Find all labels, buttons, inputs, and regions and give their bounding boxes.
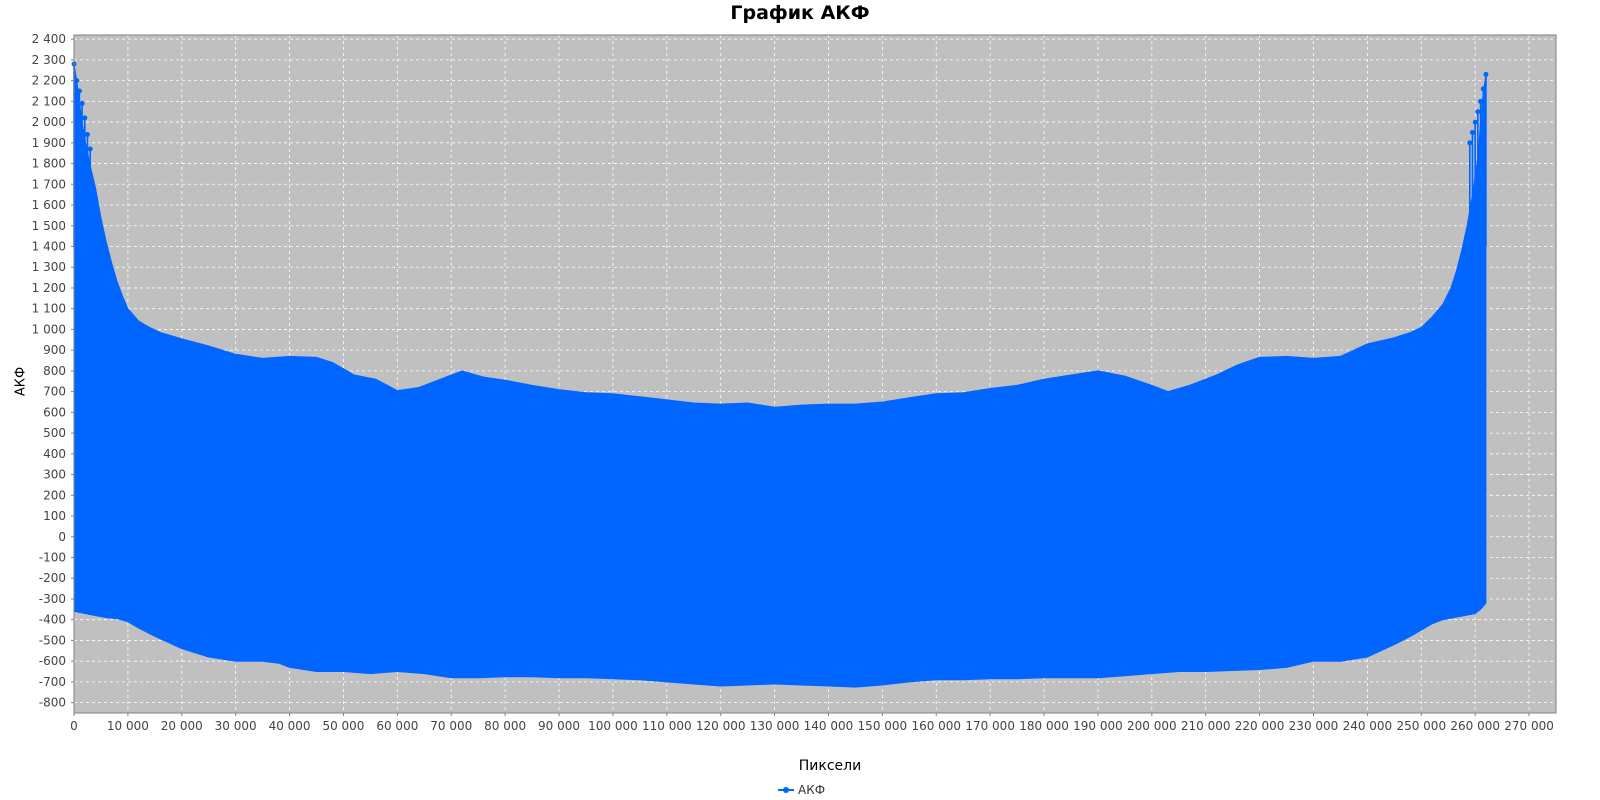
x-tick-label: 50 000	[322, 719, 364, 733]
chart-title: График АКФ	[730, 2, 870, 24]
legend-label: АКФ	[798, 783, 826, 797]
x-tick-label: 270 000	[1504, 719, 1554, 733]
x-tick-label: 20 000	[161, 719, 203, 733]
series-point	[74, 78, 80, 84]
x-tick-label: 110 000	[642, 719, 692, 733]
y-tick-label: -100	[39, 550, 66, 564]
y-axis-label: АКФ	[13, 366, 29, 397]
series-point	[1467, 140, 1473, 146]
y-tick-label: 1 900	[32, 136, 66, 150]
y-tick-label: -300	[39, 592, 66, 606]
y-tick-label: 1 400	[32, 239, 66, 253]
y-tick-label: -600	[39, 654, 66, 668]
x-tick-label: 0	[70, 719, 78, 733]
series-point	[79, 100, 85, 106]
x-tick-label: 130 000	[750, 719, 800, 733]
x-tick-label: 80 000	[484, 719, 526, 733]
x-tick-label: 40 000	[269, 719, 311, 733]
y-tick-label: 700	[43, 385, 66, 399]
x-tick-label: 150 000	[858, 719, 908, 733]
x-tick-label: 140 000	[804, 719, 854, 733]
y-tick-label: 1 000	[32, 322, 66, 336]
y-tick-label: 0	[58, 530, 66, 544]
series-point	[1475, 109, 1481, 115]
x-tick-label: 230 000	[1289, 719, 1339, 733]
x-tick-label: 250 000	[1396, 719, 1446, 733]
y-tick-label: 2 200	[32, 74, 66, 88]
x-tick-label: 240 000	[1343, 719, 1393, 733]
x-tick-label: 100 000	[588, 719, 638, 733]
series-point	[1480, 86, 1486, 92]
x-tick-label: 70 000	[430, 719, 472, 733]
y-tick-label: 1 500	[32, 219, 66, 233]
legend-swatch-icon	[778, 785, 794, 795]
series-point	[1472, 119, 1478, 125]
x-tick-label: 210 000	[1181, 719, 1231, 733]
x-tick-label: 120 000	[696, 719, 746, 733]
series-point	[1483, 71, 1489, 77]
y-tick-label: 1 300	[32, 260, 66, 274]
x-tick-label: 30 000	[215, 719, 257, 733]
y-tick-label: 2 100	[32, 94, 66, 108]
y-tick-label: -700	[39, 675, 66, 689]
y-tick-label: 1 200	[32, 281, 66, 295]
y-tick-label: -500	[39, 633, 66, 647]
series-point	[87, 146, 93, 152]
y-tick-label: 300	[43, 468, 66, 482]
y-tick-label: 500	[43, 426, 66, 440]
y-tick-label: 200	[43, 488, 66, 502]
y-tick-label: 1 700	[32, 177, 66, 191]
y-tick-label: 1 600	[32, 198, 66, 212]
x-tick-label: 220 000	[1235, 719, 1285, 733]
y-tick-label: 2 300	[32, 53, 66, 67]
x-tick-label: 160 000	[911, 719, 961, 733]
y-tick-label: 1 100	[32, 302, 66, 316]
series-point	[82, 115, 88, 121]
y-tick-label: -400	[39, 613, 66, 627]
y-tick-label: -800	[39, 696, 66, 710]
series-point	[1469, 129, 1475, 135]
x-tick-label: 190 000	[1073, 719, 1123, 733]
series-area	[73, 63, 1487, 688]
x-tick-label: 170 000	[965, 719, 1015, 733]
x-tick-label: 10 000	[107, 719, 149, 733]
y-tick-label: 600	[43, 405, 66, 419]
x-tick-label: 90 000	[538, 719, 580, 733]
plot-border	[73, 34, 1557, 714]
y-tick-label: 2 400	[32, 32, 66, 46]
series-point	[1478, 98, 1484, 104]
series-point	[84, 132, 90, 138]
x-tick-label: 180 000	[1019, 719, 1069, 733]
y-tick-label: 2 000	[32, 115, 66, 129]
x-tick-label: 260 000	[1450, 719, 1500, 733]
series-point	[76, 88, 82, 94]
y-tick-label: 800	[43, 364, 66, 378]
y-tick-label: 1 800	[32, 157, 66, 171]
legend: АКФ	[778, 783, 825, 797]
y-tick-label: -200	[39, 571, 66, 585]
y-tick-label: 900	[43, 343, 66, 357]
x-tick-label: 200 000	[1127, 719, 1177, 733]
y-tick-label: 400	[43, 447, 66, 461]
x-axis-label: Пиксели	[798, 758, 862, 774]
x-tick-label: 60 000	[376, 719, 418, 733]
y-tick-label: 100	[43, 509, 66, 523]
